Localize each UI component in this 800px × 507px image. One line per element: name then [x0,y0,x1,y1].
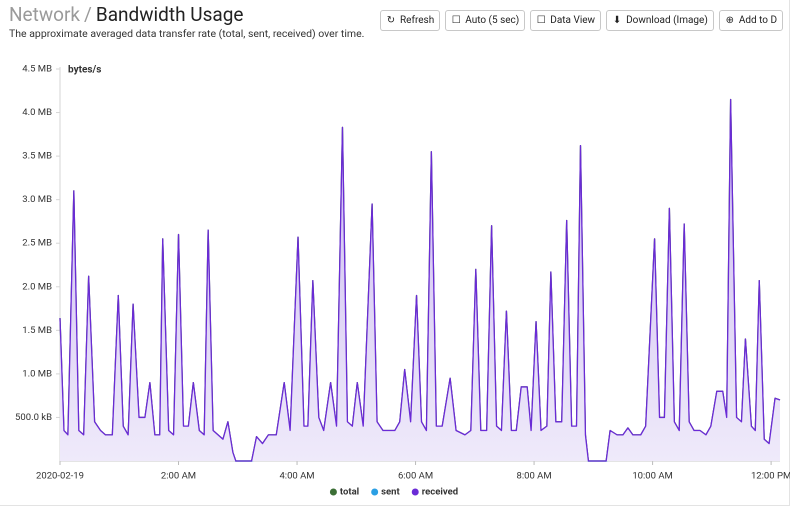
legend-label: total [340,487,359,498]
y-tick-label: 4.5 MB [22,64,52,75]
x-tick-label: 4:00 AM [279,471,314,482]
y-tick-label: 1.0 MB [22,368,52,379]
section[interactable]: Network [9,3,81,26]
legend-label: sent [381,487,400,498]
y-tick-label: 500.0 kB [15,412,52,423]
data-view-button[interactable]: ☐ Data View [530,10,602,31]
refresh-button[interactable]: ↻ Refresh [380,10,441,31]
separator: / [84,3,92,26]
line [59,98,781,462]
legend-marker [411,488,419,496]
y-tick-label: 3.5 MB [22,151,52,162]
x-tick-label: 2:00 AM [161,471,196,482]
x-tick-label: 8:00 AM [516,471,551,482]
x-tick-label: 10:00 AM [632,471,673,482]
y-tick-label: 3.0 MB [22,194,52,205]
header: Network / Bandwidth Usage [9,3,243,26]
button-label: Download (Image) [626,15,708,26]
subtitle: The approximate averaged data transfer r… [9,27,365,40]
x-tick-label: 6:00 AM [398,471,433,482]
y-tick-label: 1.5 MB [22,325,52,336]
add-button[interactable]: ⊕ Add to D [718,10,784,31]
y-tick-label: 2.5 MB [22,238,52,249]
y-axis-label: bytes/s [68,65,101,76]
x-tick-label: 12:00 PM [751,471,790,482]
y-tick-label: 2.0 MB [22,281,52,292]
legend-marker [371,488,379,496]
button-label: Data View [550,15,596,26]
x-tick-label: 2020-02-19 [36,471,84,482]
legend-marker [329,488,337,496]
button-label: Auto (5 sec) [465,15,520,26]
auto-button[interactable]: ☐ Auto (5 sec) [445,10,526,31]
y-tick-label: 4.0 MB [22,107,52,118]
toolbar: ↻ Refresh ☐ Auto (5 sec) ☐ Data View ⬇ Download… [380,10,800,34]
legend-label: received [422,487,458,498]
button-label: Refresh [400,15,435,26]
button-label: Add to D [738,15,778,26]
download-button[interactable]: ⬇ Download (Image) [606,10,714,31]
page-title: Bandwidth Usage [95,3,244,26]
